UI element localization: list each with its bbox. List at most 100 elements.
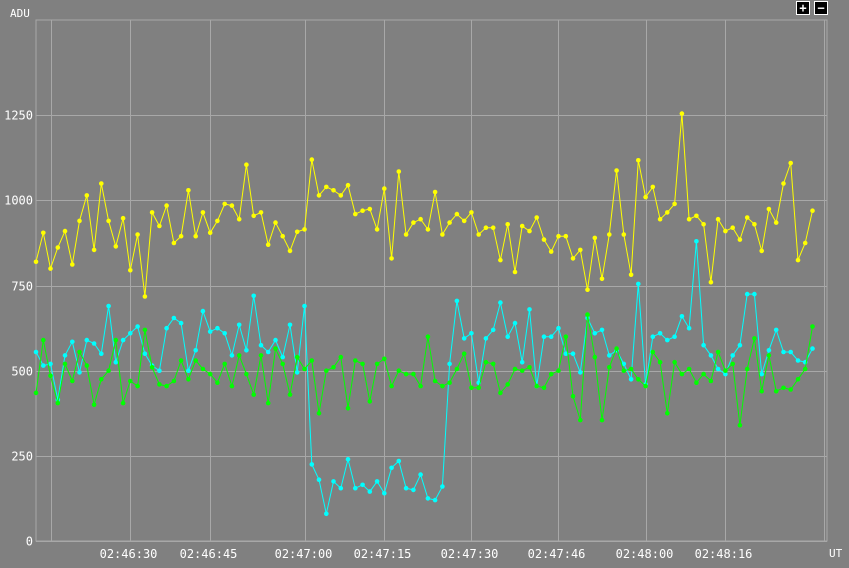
- data-point: [708, 378, 714, 384]
- data-point: [345, 182, 351, 188]
- data-point: [106, 368, 111, 374]
- data-point: [701, 371, 706, 377]
- series-line: [35, 241, 813, 514]
- data-point: [440, 232, 445, 237]
- data-point: [759, 371, 764, 377]
- data-point: [781, 181, 786, 186]
- x-tick-label: 02:47:00: [275, 547, 333, 561]
- data-point: [48, 266, 53, 271]
- data-point: [752, 336, 757, 341]
- data-point: [643, 383, 648, 389]
- data-point: [599, 276, 605, 282]
- data-point: [578, 417, 583, 423]
- data-point: [570, 256, 576, 261]
- data-point: [251, 392, 256, 397]
- data-point: [338, 193, 344, 198]
- data-point: [309, 157, 315, 162]
- series-group: [33, 111, 815, 517]
- data-point: [781, 349, 786, 355]
- data-point: [628, 366, 634, 372]
- data-point: [91, 247, 97, 253]
- data-point: [222, 361, 227, 367]
- data-point: [41, 337, 46, 343]
- data-point: [316, 193, 322, 198]
- data-point: [142, 294, 148, 299]
- data-point: [621, 368, 627, 374]
- data-point: [135, 324, 140, 329]
- data-point: [556, 233, 561, 239]
- data-point: [411, 220, 416, 225]
- data-point: [128, 268, 133, 273]
- data-point: [490, 225, 496, 230]
- data-point: [636, 281, 641, 287]
- data-point: [258, 210, 264, 215]
- data-point: [534, 383, 539, 389]
- y-tick-label: 0: [26, 535, 33, 549]
- data-point: [715, 349, 721, 355]
- data-point: [607, 365, 612, 370]
- data-point: [367, 206, 373, 212]
- data-point: [657, 359, 663, 365]
- data-point: [157, 382, 162, 387]
- data-point: [193, 348, 198, 353]
- data-point: [665, 337, 670, 343]
- data-point: [178, 358, 184, 363]
- data-point: [490, 327, 496, 333]
- data-point: [287, 322, 293, 328]
- data-point: [730, 361, 735, 367]
- data-point: [193, 358, 198, 363]
- data-point: [440, 383, 445, 389]
- data-point: [461, 336, 467, 341]
- data-point: [585, 312, 590, 317]
- data-point: [643, 194, 648, 200]
- data-point: [621, 361, 627, 367]
- zoom-in-button[interactable]: +: [796, 1, 810, 15]
- data-point: [302, 303, 307, 309]
- data-point: [781, 385, 786, 391]
- data-point: [679, 371, 685, 377]
- x-tick-label: 02:46:45: [180, 547, 238, 561]
- data-point: [403, 371, 409, 377]
- data-point: [541, 334, 547, 340]
- data-point: [171, 240, 177, 246]
- data-point: [454, 298, 460, 304]
- data-point: [331, 188, 336, 193]
- data-point: [766, 206, 772, 212]
- data-point: [607, 232, 612, 237]
- data-point: [802, 240, 808, 246]
- data-point: [396, 458, 402, 464]
- data-point: [360, 361, 365, 367]
- data-point: [723, 368, 728, 374]
- zoom-out-button[interactable]: −: [814, 1, 828, 15]
- data-point: [113, 359, 119, 365]
- data-point: [120, 337, 126, 343]
- data-point: [527, 228, 532, 234]
- data-point: [215, 325, 220, 331]
- data-point: [483, 336, 489, 341]
- x-tick-labels: 02:46:30 02:46:45 02:47:00 02:47:15 02:47:30…: [100, 547, 753, 561]
- data-point: [418, 216, 423, 222]
- data-point: [186, 368, 191, 374]
- data-point: [679, 111, 685, 116]
- data-point: [657, 216, 663, 222]
- data-point: [773, 327, 779, 333]
- data-point: [694, 380, 699, 386]
- data-point: [135, 232, 140, 237]
- data-point: [570, 351, 576, 357]
- data-point: [193, 233, 198, 239]
- data-point: [425, 334, 431, 340]
- data-point: [62, 353, 68, 358]
- data-point: [62, 228, 68, 234]
- data-point: [519, 223, 525, 229]
- data-point: [578, 247, 583, 253]
- data-point: [752, 222, 757, 227]
- data-point: [512, 269, 518, 275]
- y-tick-label: 250: [11, 450, 33, 464]
- data-point: [244, 371, 249, 377]
- data-point: [592, 235, 598, 241]
- data-point: [665, 210, 670, 215]
- data-point: [650, 184, 656, 190]
- y-tick-label: 1250: [4, 109, 33, 123]
- x-tick-label: 02:48:00: [616, 547, 674, 561]
- data-point: [403, 485, 409, 491]
